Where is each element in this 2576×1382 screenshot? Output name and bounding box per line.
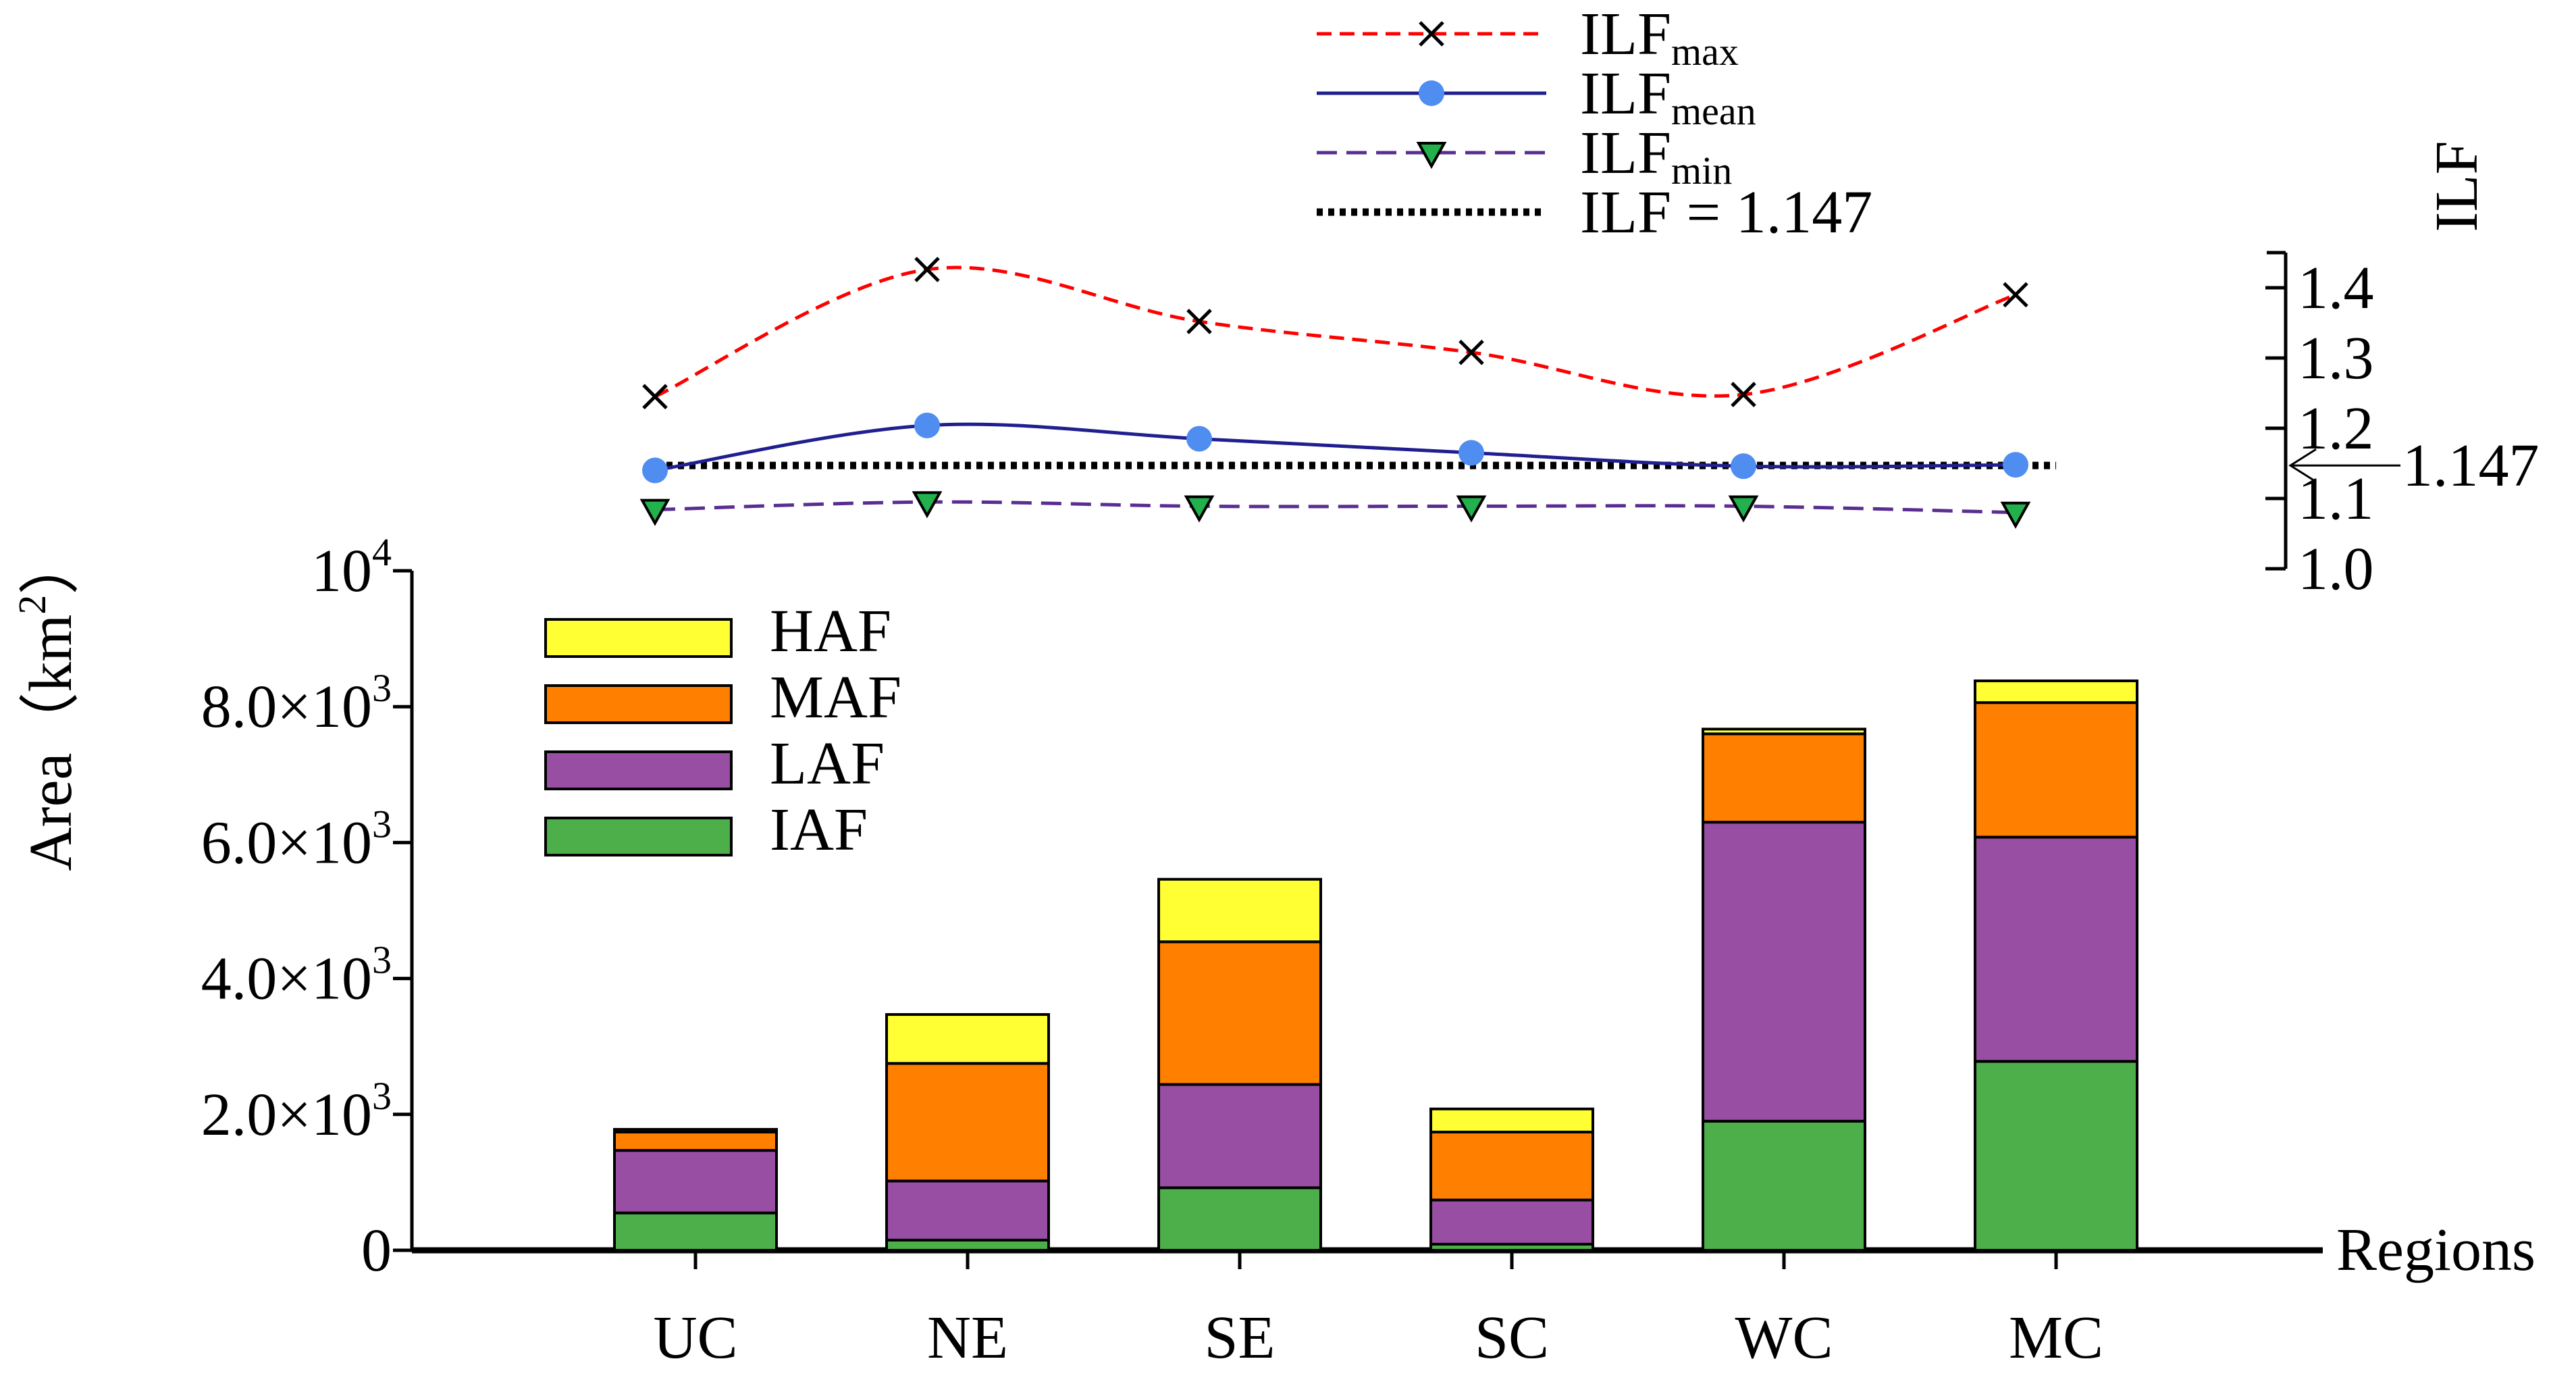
y-tick-label-0: 0 [361, 1217, 392, 1284]
marker-stroke [1458, 339, 1484, 365]
legend-swatch-LAF [544, 750, 733, 790]
y-tick-label-3: 6.0×103 [201, 802, 392, 876]
bar-WC-LAF [1702, 821, 1866, 1123]
bar-SC-MAF [1429, 1130, 1594, 1202]
ilf-max-point-MC [2003, 282, 2028, 308]
ilf-lines [639, 257, 2031, 529]
ref-arrow-head [2288, 448, 2317, 483]
y-tick-label-2: 4.0×103 [201, 938, 392, 1013]
bar-MC-MAF [1974, 701, 2138, 839]
legend-swatch-HAF [544, 618, 733, 658]
bar-UC-LAF [613, 1149, 778, 1214]
legend-label-ilf-min: ILFmin [1580, 120, 1732, 193]
legend-marker-max [1419, 21, 1444, 47]
ilf-mean-point-MC [2003, 452, 2028, 478]
legend-label-HAF: HAF [770, 598, 891, 665]
marker-stroke [914, 257, 940, 282]
ilf-min-point-WC [1728, 495, 1759, 523]
ilf-mean-point-UC [642, 457, 668, 484]
category-label-SC: SC [1475, 1304, 1549, 1371]
bar-NE-MAF [885, 1062, 1050, 1183]
ilf-min-point-SC [1456, 495, 1487, 523]
bar-SE-IAF [1157, 1186, 1322, 1252]
bar-UC-HAF [613, 1127, 778, 1133]
stacked-bars [613, 679, 2138, 1252]
bar-WC-HAF [1702, 727, 1866, 736]
bar-MC-LAF [1974, 836, 2138, 1063]
ilf-axis-title: ILF [2423, 141, 2490, 232]
bar-NE-HAF [885, 1013, 1050, 1065]
category-label-WC: WC [1735, 1304, 1833, 1371]
category-label-NE: NE [927, 1304, 1008, 1371]
marker-stroke [2003, 282, 2028, 308]
ilf-axis: 1.01.11.21.31.4 ILF 1.147 [2265, 141, 2540, 603]
marker-stroke [1419, 21, 1444, 47]
category-label-MC: MC [2009, 1304, 2103, 1371]
y-tick-label-1: 2.0×103 [201, 1074, 392, 1148]
bar-axes: 0 2.0×103 4.0×103 6.0×103 8.0×103 104 UC NE SE SC… [10, 530, 2535, 1371]
ilf-mean-point-WC [1731, 453, 1756, 480]
bar-SE-HAF [1157, 877, 1322, 944]
bar-UC-MAF [613, 1130, 778, 1152]
legend-label-LAF: LAF [770, 730, 885, 797]
bar-SE-MAF [1157, 940, 1322, 1086]
y-tick-label-5: 104 [311, 530, 392, 605]
ilf-min-point-NE [912, 491, 943, 519]
ilf-tick-label-2: 1.2 [2298, 395, 2374, 462]
marker-stroke [1731, 382, 1756, 407]
x-axis-title: Regions [2336, 1217, 2535, 1283]
ilf-max-point-SE [1186, 309, 1212, 334]
ilf-line-max [654, 265, 2016, 399]
ilf-max-point-NE [914, 257, 940, 282]
bar-MC-HAF [1974, 679, 2138, 705]
bar-WC-MAF [1702, 732, 1866, 824]
marker-stroke [642, 384, 668, 409]
ilf-max-point-SC [1458, 339, 1484, 365]
marker-stroke [1186, 309, 1212, 334]
legend-label-ilf-max: ILFmax [1580, 1, 1739, 74]
legend-marker-min [1416, 142, 1447, 170]
category-label-SE: SE [1204, 1304, 1275, 1371]
ilf-mean-point-SE [1186, 426, 1212, 452]
bar-SC-HAF [1429, 1107, 1594, 1133]
bar-SE-LAF [1157, 1083, 1322, 1189]
ilf-tick-label-0: 1.0 [2298, 536, 2374, 603]
legend-label-MAF: MAF [770, 664, 901, 731]
ilf-min-point-UC [639, 498, 671, 526]
ilf-line-mean [654, 422, 2016, 472]
ilf-tick-label-3: 1.3 [2298, 325, 2374, 392]
legend-label-ref: ILF = 1.147 [1580, 179, 1872, 246]
legend-marker-mean [1419, 80, 1444, 106]
ilf-mean-point-NE [914, 412, 940, 438]
bar-MC-IAF [1974, 1060, 2138, 1252]
ilf-min-point-SE [1184, 495, 1215, 523]
bar-UC-IAF [613, 1211, 778, 1252]
ilf-max-point-WC [1731, 382, 1756, 407]
bar-SC-LAF [1429, 1198, 1594, 1246]
ref-value-label: 1.147 [2402, 432, 2540, 499]
ilf-tick-label-4: 1.4 [2298, 255, 2374, 322]
y-tick-label-4: 8.0×103 [201, 666, 392, 740]
ilf-tick-label-1: 1.1 [2298, 465, 2374, 532]
legend-swatch-MAF [544, 684, 733, 724]
bar-NE-LAF [885, 1179, 1050, 1242]
ilf-line-min [654, 500, 2016, 515]
ilf-mean-point-SC [1458, 440, 1484, 466]
ilf-min-point-MC [2000, 501, 2031, 529]
bar-NE-IAF [885, 1238, 1050, 1252]
bar-WC-IAF [1702, 1119, 1866, 1252]
ilf-max-point-UC [642, 384, 668, 409]
legend-label-IAF: IAF [770, 796, 868, 863]
y-axis-title: Area（km2） [10, 534, 84, 871]
legend-swatch-IAF [544, 817, 733, 856]
legend-label-ilf-mean: ILFmean [1580, 60, 1756, 133]
category-label-UC: UC [653, 1304, 737, 1371]
